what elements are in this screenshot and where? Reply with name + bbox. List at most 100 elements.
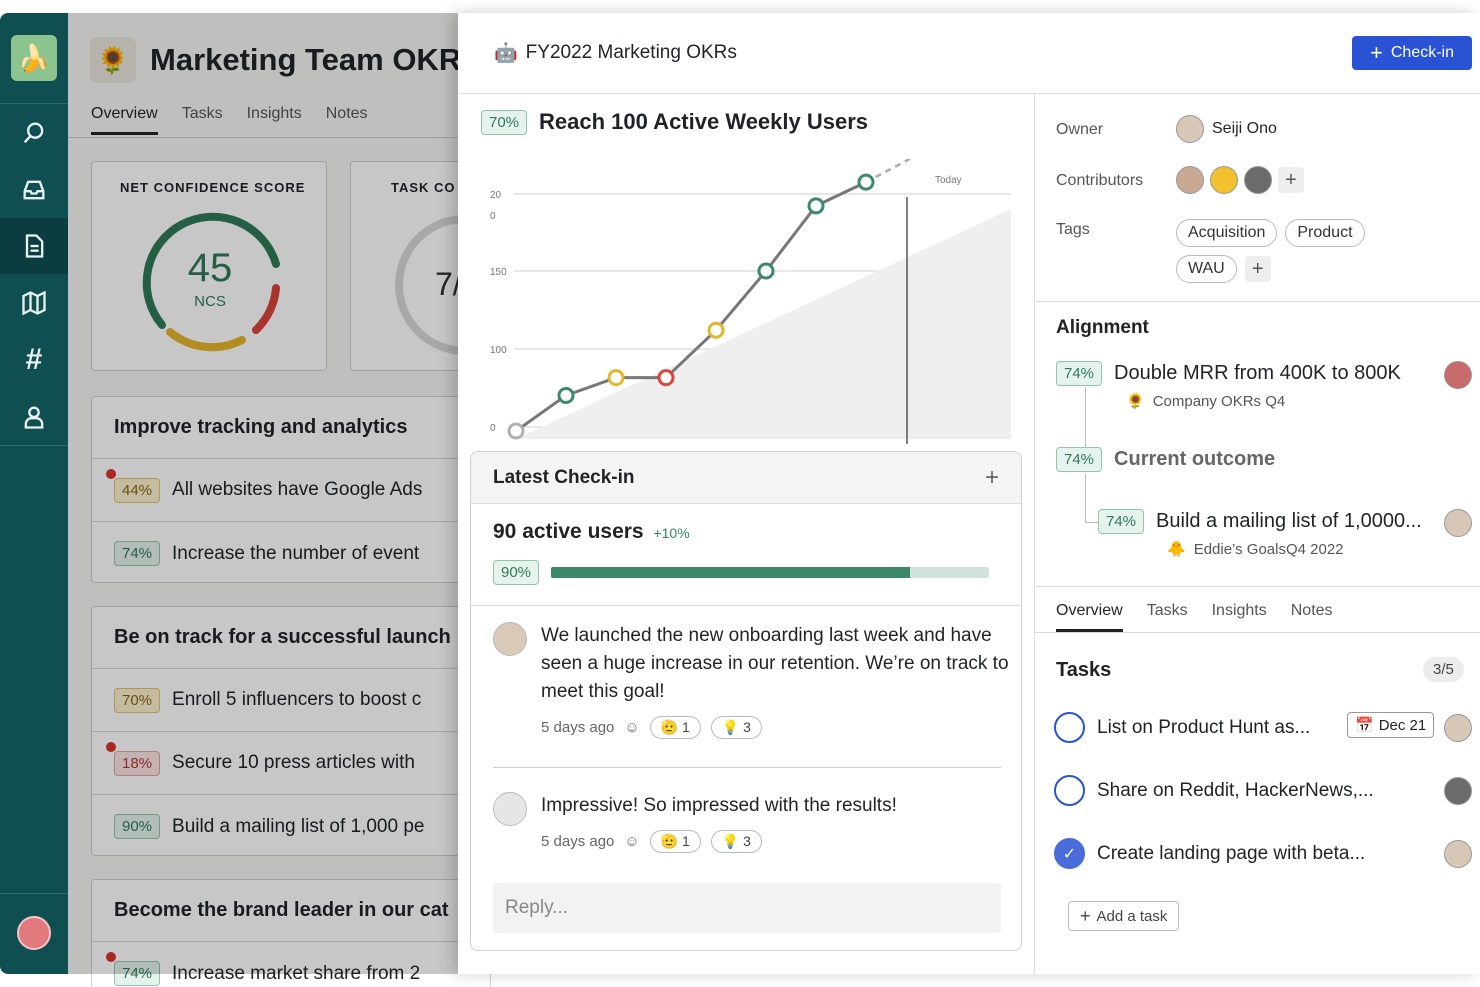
task-assignee-avatar: [1444, 840, 1472, 868]
tags-label: Tags: [1056, 221, 1090, 238]
reply-input[interactable]: Reply...: [493, 883, 1001, 933]
calendar-icon: 📅: [1355, 717, 1374, 734]
key-result-row[interactable]: 18% Secure 10 press articles with: [92, 732, 490, 795]
contributor-avatar[interactable]: [1176, 166, 1204, 194]
check-in-point[interactable]: [657, 369, 675, 387]
task-checkbox[interactable]: [1054, 712, 1085, 743]
map-icon[interactable]: [0, 275, 68, 331]
check-in-button[interactable]: + Check-in: [1352, 36, 1472, 70]
task-item[interactable]: Share on Reddit, HackerNews,...: [1054, 775, 1374, 806]
user-icon[interactable]: [0, 389, 68, 445]
add-task-button[interactable]: + Add a task: [1068, 901, 1180, 931]
alignment-parent[interactable]: 74% Double MRR from 400K to 800K: [1056, 361, 1401, 386]
panel-header: 🤖 FY2022 Marketing OKRs + Check-in: [458, 13, 1480, 94]
comment: Impressive! So impressed with the result…: [493, 792, 1011, 853]
objective-title[interactable]: Improve tracking and analytics: [92, 397, 490, 459]
y-tick-label: 0: [490, 211, 496, 222]
tag[interactable]: Acquisition: [1176, 219, 1278, 247]
tree-line: [1085, 522, 1099, 523]
tree-line: [1085, 387, 1086, 447]
check-in-point[interactable]: [507, 422, 525, 440]
key-result-row[interactable]: 70% Enroll 5 influencers to boost c: [92, 669, 490, 732]
alignment-child[interactable]: 74% Build a mailing list of 1,0000...: [1098, 509, 1422, 534]
tasks-title: Tasks: [1056, 659, 1112, 681]
tab-notes[interactable]: Notes: [325, 105, 368, 122]
reaction-count: 3: [743, 833, 751, 849]
reaction-face[interactable]: 🫡 1: [649, 830, 701, 853]
inbox-icon[interactable]: [0, 162, 68, 218]
key-result-row[interactable]: 90% Build a mailing list of 1,000 pe: [92, 795, 490, 855]
reaction-bulb[interactable]: 💡 3: [710, 830, 762, 853]
document-icon[interactable]: [0, 218, 68, 274]
add-reaction-icon[interactable]: ☺: [624, 719, 640, 736]
tags-list: Acquisition Product WAU +: [1176, 219, 1386, 283]
objective-title[interactable]: Become the brand leader in our cat: [92, 880, 490, 942]
check-in-point[interactable]: [607, 369, 625, 387]
alignment-percent: 74%: [1098, 509, 1145, 534]
check-in-point[interactable]: [707, 321, 725, 339]
contributors-label: Contributors: [1056, 172, 1144, 189]
latest-check-in-card: Latest Check-in + 90 active users +10% 9…: [470, 451, 1022, 951]
check-in-point[interactable]: [807, 197, 825, 215]
task-checkbox-checked[interactable]: ✓: [1054, 838, 1085, 869]
objective-title[interactable]: Be on track for a successful launch: [92, 607, 490, 669]
task-item[interactable]: List on Product Hunt as...: [1054, 712, 1310, 743]
tab-overview[interactable]: Overview: [91, 105, 158, 135]
ncs-gauge: [142, 212, 280, 352]
y-tick-label: 150: [490, 267, 507, 278]
divider: [1034, 586, 1480, 587]
page-title: Marketing Team OKRs: [150, 42, 479, 77]
alignment-source-text: Eddie’s GoalsQ4 2022: [1193, 540, 1344, 558]
check-in-title: Latest Check-in: [493, 466, 635, 488]
tab-notes[interactable]: Notes: [1290, 602, 1333, 619]
tree-line: [1085, 474, 1086, 522]
task-item[interactable]: ✓ Create landing page with beta...: [1054, 838, 1365, 869]
commenter-avatar: [493, 622, 527, 656]
task-checkbox[interactable]: [1054, 775, 1085, 806]
kr-title: Secure 10 press articles with: [172, 752, 415, 773]
check-in-point[interactable]: [557, 386, 575, 404]
contributor-avatar[interactable]: [1244, 166, 1272, 194]
check-in-value-text: 90 active users: [493, 520, 644, 543]
add-check-in-icon[interactable]: +: [984, 463, 999, 491]
reaction-bulb[interactable]: 💡 3: [710, 716, 762, 739]
search-icon[interactable]: [0, 105, 68, 161]
add-tag-button[interactable]: +: [1244, 256, 1271, 282]
contributor-avatar[interactable]: [1210, 166, 1238, 194]
owner-value[interactable]: Seiji Ono: [1176, 115, 1277, 143]
tab-insights[interactable]: Insights: [1211, 602, 1267, 619]
key-result-row[interactable]: 74% Increase the number of event: [92, 522, 490, 582]
key-result-row[interactable]: 74% Increase market share from 2: [92, 942, 490, 987]
add-reaction-icon[interactable]: ☺: [624, 833, 640, 850]
ncs-card: NET CONFIDENCE SCORE 45 NCS: [91, 161, 327, 371]
task-completion-value: 7/: [435, 266, 462, 302]
chick-icon: 🐥: [1167, 541, 1186, 558]
kr-title: All websites have Google Ads: [172, 479, 423, 500]
key-result-row[interactable]: 44% All websites have Google Ads: [92, 459, 490, 522]
tab-insights[interactable]: Insights: [246, 105, 302, 122]
app-logo-icon[interactable]: 🍌: [11, 35, 57, 81]
tag[interactable]: Product: [1285, 219, 1365, 247]
check-in-point[interactable]: [757, 262, 775, 280]
sidebar: 🍌 #: [0, 13, 68, 974]
user-avatar[interactable]: [17, 916, 51, 950]
due-date[interactable]: 📅 Dec 21: [1347, 712, 1435, 738]
check-in-point[interactable]: [857, 173, 875, 191]
ncs-unit: NCS: [194, 293, 226, 310]
comment-text: We launched the new onboarding last week…: [541, 625, 1009, 702]
hashtag-icon[interactable]: #: [25, 343, 43, 376]
kr-percent: 90%: [114, 814, 161, 839]
add-contributor-button[interactable]: +: [1278, 167, 1304, 193]
tab-overview[interactable]: Overview: [1056, 602, 1123, 632]
reaction-count: 3: [743, 719, 751, 735]
tab-tasks[interactable]: Tasks: [181, 105, 223, 122]
tag[interactable]: WAU: [1176, 255, 1237, 283]
goal-header: 70% Reach 100 Active Weekly Users: [481, 109, 868, 135]
objective-section: Become the brand leader in our cat 74% In…: [91, 879, 491, 987]
today-label: Today: [935, 175, 962, 186]
reaction-face[interactable]: 🫡 1: [649, 716, 701, 739]
tab-tasks[interactable]: Tasks: [1146, 602, 1188, 619]
sunflower-icon: 🌻: [1126, 393, 1145, 410]
task-title: Share on Reddit, HackerNews,...: [1097, 779, 1374, 801]
check-in-value: 90 active users +10%: [493, 520, 690, 544]
